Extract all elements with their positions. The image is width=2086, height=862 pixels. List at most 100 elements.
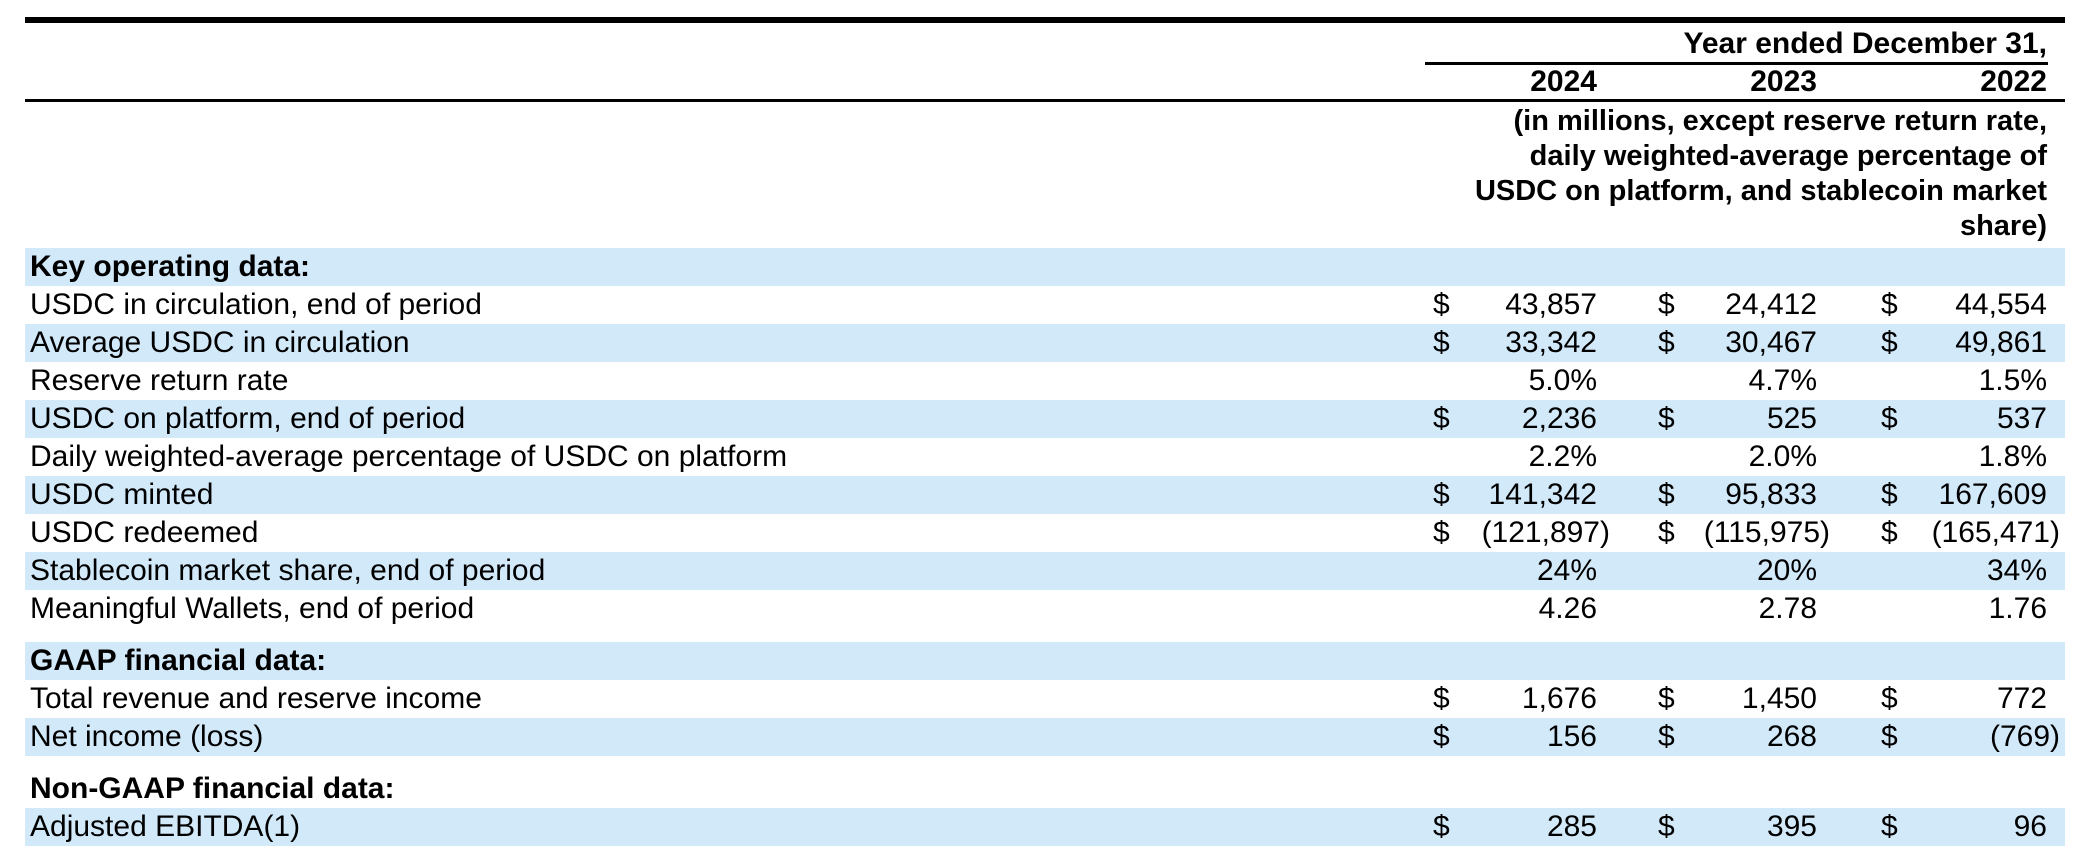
currency-symbol: $ [1433,682,1450,715]
value-cell: (165,471) [1931,516,2060,549]
row-label: Stablecoin market share, end of period [30,554,546,587]
units-note: (in millions, except reserve return rate… [1474,105,2047,242]
table-row: Adjusted EBITDA(1) $285 $395 $96 [25,808,2065,846]
row-label: Adjusted EBITDA(1) [30,810,301,843]
currency-symbol: $ [1658,478,1675,511]
top-rule [25,17,2065,23]
value-cell: (121,897) [1481,516,1610,549]
value-cell: 95,833 [1725,478,1817,511]
section-header-row: Key operating data: [25,248,2065,286]
value-cell: 525 [1766,402,1817,435]
value-cell: 49,861 [1955,326,2047,359]
table-row: Average USDC in circulation $33,342 $30,46… [25,324,2065,362]
currency-symbol: $ [1658,720,1675,753]
value-cell: 772 [1996,682,2047,715]
value-cell: 1.8% [1978,440,2047,473]
table-row: USDC redeemed $ (121,897) $ (115,975) $ (165,4… [25,514,2065,552]
currency-symbol: $ [1658,810,1675,843]
value-cell: 43,857 [1505,288,1597,321]
row-label: Daily weighted-average percentage of USD… [30,440,788,473]
period-header-underline [1425,62,2048,65]
currency-symbol: $ [1658,516,1675,549]
currency-symbol: $ [1433,478,1450,511]
row-label: USDC minted [30,478,214,511]
value-cell: 4.26 [1538,592,1597,625]
value-cell: 141,342 [1488,478,1597,511]
value-cell: 96 [2013,810,2047,843]
value-cell: 4.7% [1748,364,1817,397]
row-label: USDC redeemed [30,516,259,549]
currency-symbol: $ [1433,516,1450,549]
value-cell: 33,342 [1505,326,1597,359]
value-cell: 2.2% [1528,440,1597,473]
table-row: Stablecoin market share, end of period 24… [25,552,2065,590]
row-label: USDC in circulation, end of period [30,288,482,321]
currency-symbol: $ [1881,720,1898,753]
value-cell: 395 [1766,810,1817,843]
section-header-row: GAAP financial data: [25,642,2065,680]
currency-symbol: $ [1881,478,1898,511]
value-cell: 20% [1756,554,1817,587]
currency-symbol: $ [1881,402,1898,435]
value-cell: 167,609 [1938,478,2047,511]
value-cell: 1,450 [1741,682,1817,715]
currency-symbol: $ [1881,326,1898,359]
row-label: Average USDC in circulation [30,326,410,359]
header-rule [25,99,2065,102]
table-row: Net income (loss) $156 $268 $ (769) [25,718,2065,756]
section-header-row: Non-GAAP financial data: [25,770,2065,808]
value-cell: 2.0% [1748,440,1817,473]
financial-summary-table: Year ended December 31, 2024 2023 2022 (… [25,0,2065,846]
currency-symbol: $ [1433,810,1450,843]
currency-symbol: $ [1658,326,1675,359]
table-row: USDC in circulation, end of period $43,85… [25,286,2065,324]
period-header: Year ended December 31, [1683,27,2047,60]
value-cell: 30,467 [1725,326,1817,359]
currency-symbol: $ [1658,682,1675,715]
currency-symbol: $ [1433,326,1450,359]
table-row: USDC minted $141,342 $95,833 $167,609 [25,476,2065,514]
row-label: Non-GAAP financial data: [30,772,395,805]
value-cell: 268 [1766,720,1817,753]
table-row: Daily weighted-average percentage of USD… [25,438,2065,476]
row-label: Meaningful Wallets, end of period [30,592,475,625]
value-cell: 1,676 [1521,682,1597,715]
row-label: Key operating data: [30,250,311,283]
value-cell: 24% [1536,554,1597,587]
currency-symbol: $ [1881,682,1898,715]
table-row: Total revenue and reserve income $1,676 $1… [25,680,2065,718]
currency-symbol: $ [1433,402,1450,435]
currency-symbol: $ [1658,402,1675,435]
row-label: Net income (loss) [30,720,264,753]
table-row: Meaningful Wallets, end of period 4.26 2.7… [25,590,2065,628]
table-rows: Key operating data: USDC in circulation, … [25,248,2065,846]
value-cell: 156 [1546,720,1597,753]
value-cell: 44,554 [1955,288,2047,321]
currency-symbol: $ [1433,288,1450,321]
value-cell: (769) [1989,720,2060,753]
value-cell: 34% [1986,554,2047,587]
value-cell: 2.78 [1758,592,1817,625]
table-row: USDC on platform, end of period $2,236 $52… [25,400,2065,438]
value-cell: 537 [1996,402,2047,435]
value-cell: (115,975) [1703,516,1830,549]
spacer-row [25,756,2065,770]
value-cell: 1.76 [1988,592,2047,625]
currency-symbol: $ [1881,516,1898,549]
spacer-row [25,628,2065,642]
currency-symbol: $ [1881,810,1898,843]
year-column-2024: 2024 [1530,65,1597,98]
currency-symbol: $ [1881,288,1898,321]
value-cell: 2,236 [1521,402,1597,435]
years-header-row: 2024 2023 2022 [25,65,2065,99]
value-cell: 5.0% [1528,364,1597,397]
value-cell: 1.5% [1978,364,2047,397]
row-label: Total revenue and reserve income [30,682,482,715]
row-label: GAAP financial data: [30,644,327,677]
currency-symbol: $ [1658,288,1675,321]
row-label: USDC on platform, end of period [30,402,466,435]
value-cell: 24,412 [1725,288,1817,321]
table-row: Reserve return rate 5.0% 4.7% 1.5% [25,362,2065,400]
currency-symbol: $ [1433,720,1450,753]
value-cell: 285 [1546,810,1597,843]
